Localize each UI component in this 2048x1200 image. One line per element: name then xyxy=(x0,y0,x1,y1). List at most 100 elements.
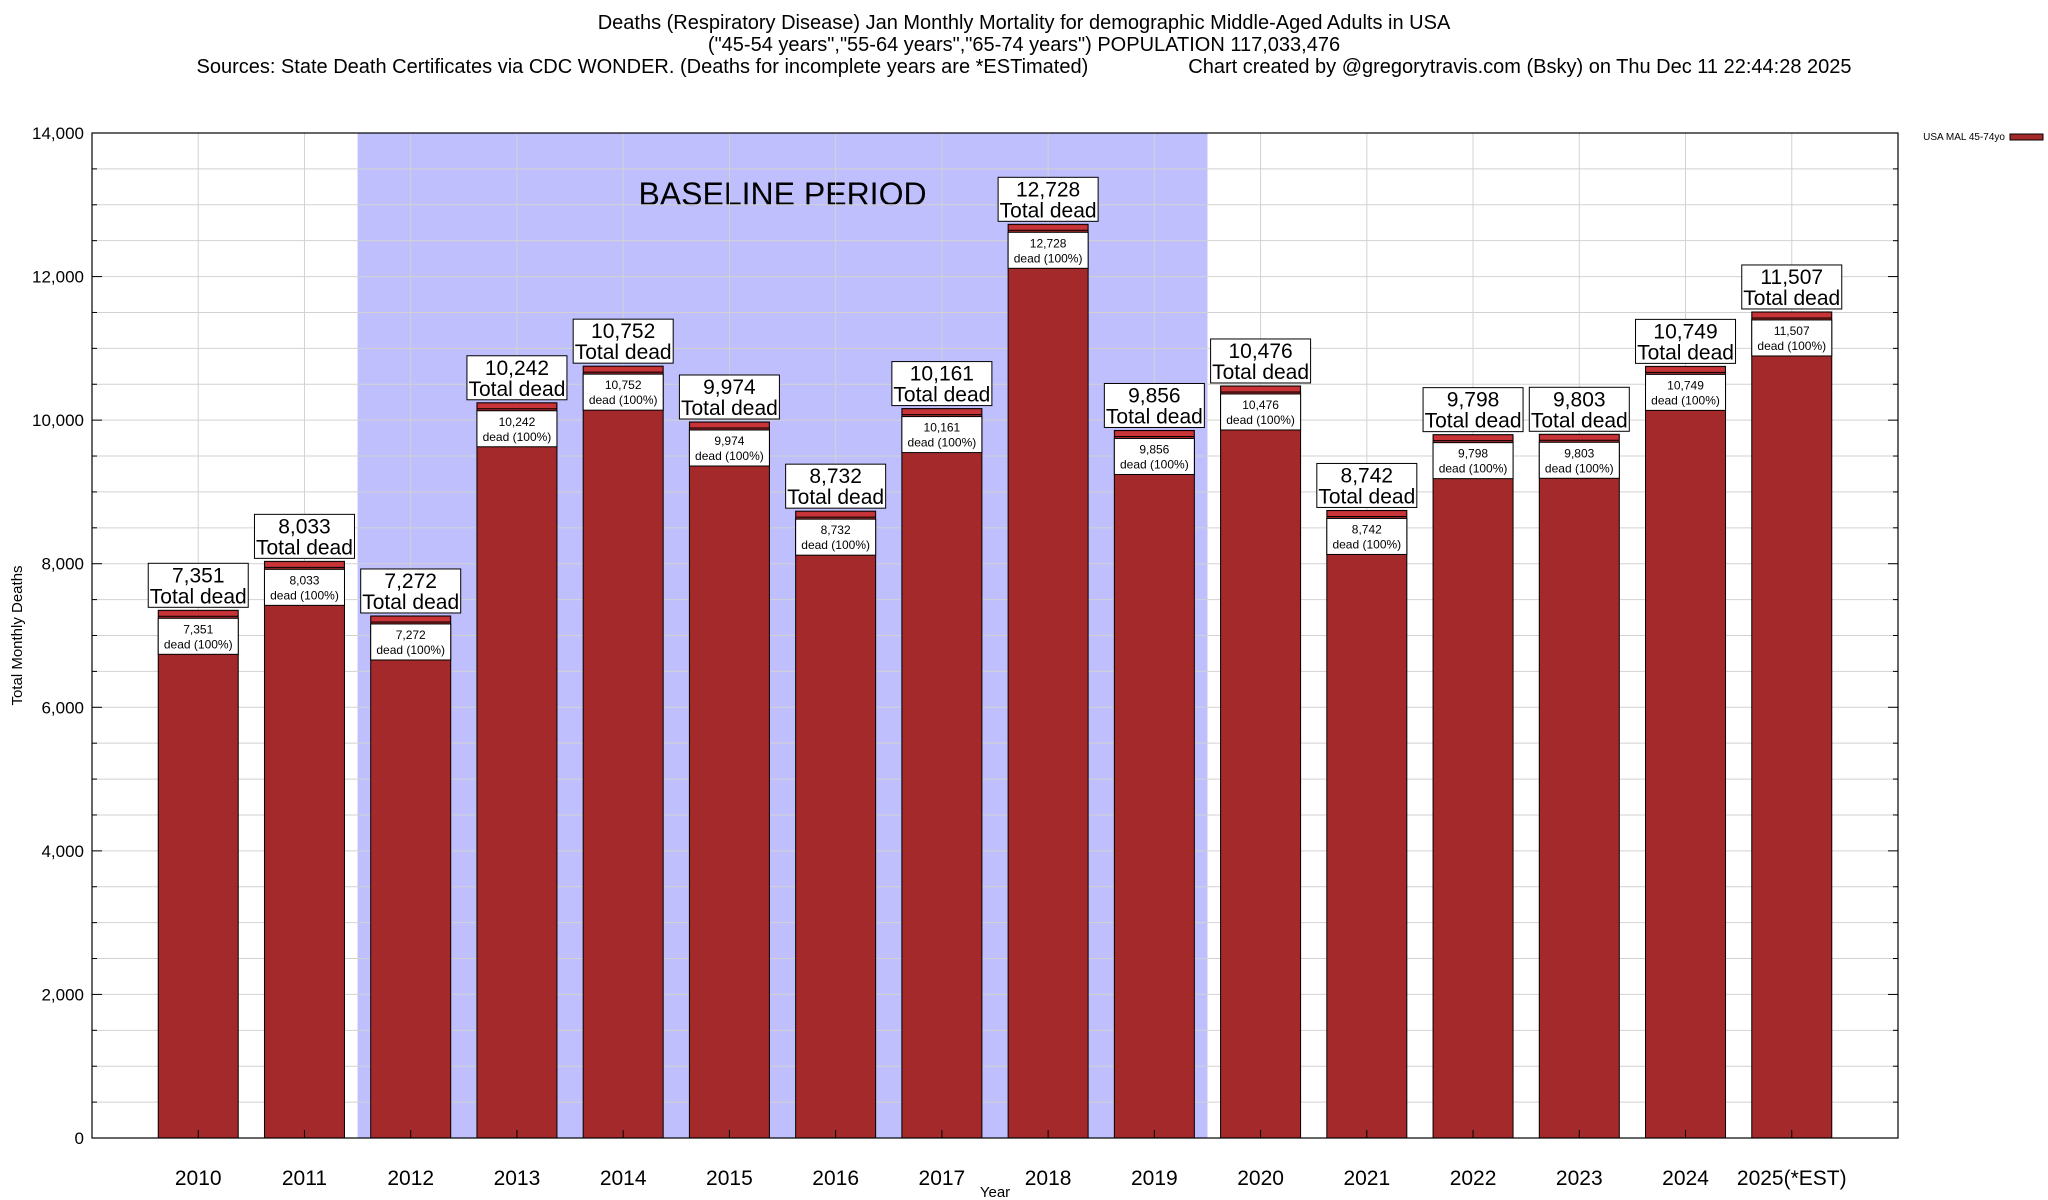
x-tick-label: 2020 xyxy=(1237,1167,1284,1190)
inner-label-suffix: dead (100%) xyxy=(908,436,977,450)
inner-label-suffix: dead (100%) xyxy=(1651,393,1720,407)
y-tick-label: 0 xyxy=(75,1129,84,1148)
inner-label-box xyxy=(582,373,664,411)
inner-label-value: 8,033 xyxy=(289,573,319,587)
total-label-box xyxy=(1528,386,1630,432)
baseline-label: BASELINE PERIOD xyxy=(638,176,926,212)
x-tick-label: 2010 xyxy=(175,1167,222,1190)
data-label: 10,476 xyxy=(1228,340,1292,363)
bar xyxy=(1645,365,1727,1139)
bar xyxy=(370,615,452,1139)
total-label-box xyxy=(678,374,780,420)
total-label-text: Total dead xyxy=(1318,485,1415,508)
total-label-text: Total dead xyxy=(362,591,459,614)
inner-label-suffix: dead (100%) xyxy=(801,538,870,552)
bar-cap xyxy=(159,611,238,617)
y-tick-label: 4,000 xyxy=(41,842,84,861)
x-tick-label: 2012 xyxy=(387,1167,434,1190)
inner-label-value: 8,732 xyxy=(821,523,851,537)
x-tick-label: 2017 xyxy=(919,1167,966,1190)
x-tick-label: 2019 xyxy=(1131,1167,1178,1190)
bar-cap xyxy=(1646,367,1725,373)
inner-label-box xyxy=(1645,373,1727,411)
total-label-box xyxy=(1210,338,1312,384)
total-label-box xyxy=(1103,382,1205,428)
x-axis-title: Year xyxy=(980,1184,1010,1200)
inner-label-value: 7,351 xyxy=(183,622,213,636)
inner-label-value: 10,749 xyxy=(1667,378,1704,392)
data-label: 10,752 xyxy=(591,320,655,343)
y-tick-label: 8,000 xyxy=(41,555,84,574)
y-axis-title: Total Monthly Deaths xyxy=(9,565,26,705)
bar-group xyxy=(263,560,345,1139)
bar-cap xyxy=(1009,225,1088,231)
data-label: 9,803 xyxy=(1553,388,1606,411)
inner-label-suffix: dead (100%) xyxy=(483,430,552,444)
total-label-box xyxy=(997,176,1099,222)
axis-layer: 0 2,000 4,000 6,000 8,000 10,000 12,000 14,000 2… xyxy=(32,124,1899,1190)
x-tick-label: 2013 xyxy=(494,1167,541,1190)
data-label: 11,507 xyxy=(1760,266,1823,289)
inner-label-suffix: dead (100%) xyxy=(1757,339,1826,353)
inner-label-suffix: dead (100%) xyxy=(164,637,233,651)
bar xyxy=(795,510,877,1139)
bar xyxy=(901,408,983,1139)
total-label-text: Total dead xyxy=(575,341,672,364)
total-label-box xyxy=(253,513,355,559)
inner-label-value: 8,742 xyxy=(1352,522,1382,536)
inner-label-value: 10,242 xyxy=(499,415,536,429)
chart-title: Deaths (Respiratory Disease) Jan Monthly… xyxy=(597,12,1451,34)
bar-cap xyxy=(1221,386,1300,392)
bar-group xyxy=(1645,365,1727,1139)
bar-group xyxy=(1113,429,1195,1139)
inner-label-box xyxy=(1326,517,1408,555)
x-tick-label: 2021 xyxy=(1343,1167,1390,1190)
inner-label-box xyxy=(370,623,452,661)
total-label-text: Total dead xyxy=(681,397,778,420)
total-label-text: Total dead xyxy=(893,384,990,407)
data-label: 12,728 xyxy=(1016,178,1080,201)
bar-cap xyxy=(1115,431,1194,437)
bar-group xyxy=(370,615,452,1139)
data-label: 10,749 xyxy=(1653,320,1717,343)
total-label-box xyxy=(1316,462,1418,508)
bar xyxy=(1326,509,1408,1139)
data-label: 8,732 xyxy=(809,465,862,488)
x-tick-label: 2023 xyxy=(1556,1167,1603,1190)
inner-label-box xyxy=(1113,437,1195,475)
total-label-text: Total dead xyxy=(1637,341,1734,364)
inner-label-box xyxy=(157,617,239,655)
inner-label-value: 10,476 xyxy=(1242,398,1279,412)
inner-label-suffix: dead (100%) xyxy=(270,588,339,602)
bar-cap xyxy=(1327,511,1406,517)
inner-label-value: 9,798 xyxy=(1458,447,1488,461)
bar-group xyxy=(1751,311,1833,1139)
bar xyxy=(1432,434,1514,1139)
data-label: 8,742 xyxy=(1341,464,1394,487)
y-tick-label: 12,000 xyxy=(32,268,84,287)
x-tick-label: 2018 xyxy=(1025,1167,1072,1190)
chart-subtitle: ("45-54 years","55-64 years","65-74 year… xyxy=(707,34,1341,56)
x-tick-label: 2015 xyxy=(706,1167,753,1190)
y-tick-label: 2,000 xyxy=(41,985,84,1004)
inner-label-box xyxy=(1751,319,1833,357)
bar-cap xyxy=(477,403,556,409)
bar-group xyxy=(476,402,558,1139)
